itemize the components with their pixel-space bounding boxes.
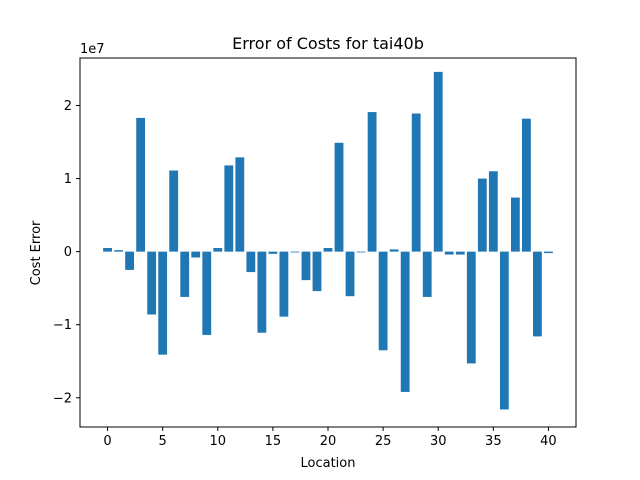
- bar: [422, 251, 432, 297]
- x-axis-label: Location: [301, 456, 356, 471]
- chart-title: Error of Costs for tai40b: [232, 34, 424, 53]
- bar: [103, 247, 112, 252]
- x-tick-label: 35: [485, 434, 502, 449]
- bar: [125, 251, 135, 270]
- bar: [257, 251, 267, 333]
- axes-group: 0 5 10 15 20 25 30 35 40 −2 −1 0 1 2: [53, 57, 577, 449]
- bar: [334, 142, 344, 252]
- y-tick-label: 1: [64, 172, 72, 187]
- bar: [345, 251, 355, 297]
- bar: [279, 251, 289, 317]
- bar: [169, 170, 179, 252]
- x-tick-label: 20: [320, 434, 337, 449]
- bar: [180, 251, 190, 297]
- x-tick-label: 15: [265, 434, 282, 449]
- x-tick-label: 5: [159, 434, 167, 449]
- bar: [356, 251, 366, 253]
- x-tick-label: 25: [375, 434, 392, 449]
- y-tick-label: 2: [64, 99, 72, 114]
- bar: [136, 117, 146, 252]
- bar: [312, 251, 322, 292]
- bar: [477, 178, 487, 252]
- y-offset-label: 1e7: [80, 42, 105, 57]
- x-tick-label: 30: [430, 434, 447, 449]
- bar: [389, 249, 399, 252]
- y-tick-label: −2: [53, 391, 72, 406]
- bar: [433, 71, 443, 252]
- bar: [158, 251, 168, 355]
- bar: [301, 251, 311, 281]
- x-tick-label: 40: [540, 434, 557, 449]
- bar: [411, 113, 421, 252]
- bar: [246, 251, 256, 273]
- bar: [488, 171, 498, 252]
- bar: [191, 251, 201, 258]
- bar: [323, 247, 333, 252]
- bar: [510, 197, 520, 252]
- bar: [268, 251, 278, 254]
- bar: [544, 251, 553, 254]
- bar: [499, 251, 509, 410]
- bars-group: [103, 71, 553, 410]
- y-axis-label: Cost Error: [29, 220, 44, 285]
- y-tick-label: 0: [64, 245, 72, 260]
- bar: [521, 118, 531, 252]
- bar: [400, 251, 410, 392]
- y-tick-label: −1: [53, 318, 72, 333]
- bar: [213, 247, 223, 252]
- bar: [224, 165, 234, 252]
- bar: [444, 251, 454, 255]
- bar: [290, 251, 300, 253]
- bar: [466, 251, 476, 364]
- bar: [533, 251, 542, 337]
- bar: [202, 251, 212, 335]
- bar: [114, 250, 123, 252]
- bar: [455, 251, 465, 255]
- x-tick-label: 0: [103, 434, 111, 449]
- x-tick-label: 10: [210, 434, 227, 449]
- bar: [367, 112, 377, 252]
- bar: [147, 251, 157, 315]
- bar: [378, 251, 388, 351]
- bar: [235, 157, 245, 252]
